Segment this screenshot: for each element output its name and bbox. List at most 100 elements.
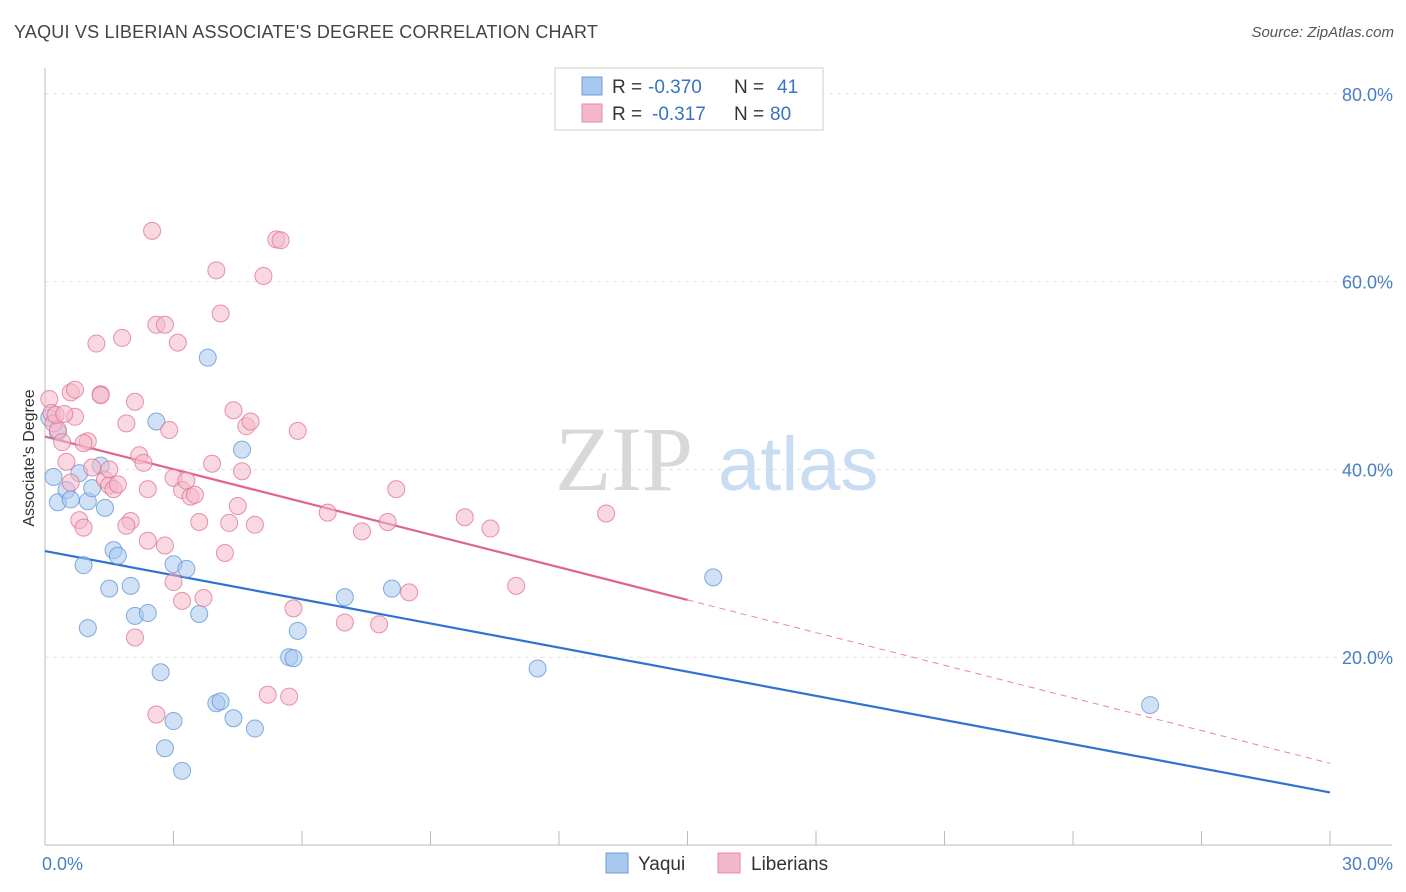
point-liberians — [168, 333, 187, 352]
point-liberians — [108, 475, 127, 494]
point-liberians — [117, 516, 136, 535]
point-liberians — [100, 460, 119, 479]
point-yaqui — [190, 605, 209, 623]
point-liberians — [284, 599, 303, 618]
y-tick-label: 80.0% — [1342, 85, 1393, 105]
point-liberians — [245, 515, 264, 534]
point-yaqui — [335, 588, 354, 607]
y-tick-labels: 20.0% 40.0% 60.0% 80.0% — [1342, 85, 1393, 668]
trend-line-liberians-extension — [687, 599, 1331, 764]
point-liberians — [233, 462, 252, 481]
point-yaqui — [177, 559, 196, 578]
point-liberians — [87, 334, 106, 353]
point-yaqui — [528, 659, 547, 678]
point-liberians — [194, 589, 213, 608]
point-liberians — [507, 576, 526, 595]
point-liberians — [215, 543, 234, 562]
point-yaqui — [288, 621, 307, 640]
point-yaqui — [211, 692, 230, 711]
legend-bottom-label-liberians: Liberians — [751, 854, 828, 875]
point-liberians — [125, 392, 144, 411]
point-liberians — [61, 473, 80, 492]
point-liberians — [455, 508, 474, 527]
data-points — [40, 221, 1160, 780]
point-yaqui — [78, 619, 97, 638]
legend-r-value-yaqui: -0.370 — [648, 77, 702, 98]
watermark-zip: ZIP — [555, 408, 693, 510]
y-axis-label: Associate's Degree — [21, 389, 38, 526]
point-liberians — [57, 452, 76, 471]
legend-bottom-swatch-yaqui — [605, 852, 629, 874]
point-liberians — [318, 503, 337, 522]
point-liberians — [53, 433, 72, 452]
chart-title: YAQUI VS LIBERIAN ASSOCIATE'S DEGREE COR… — [14, 22, 599, 42]
watermark: ZIP atlas — [555, 408, 879, 510]
point-liberians — [55, 404, 74, 423]
point-yaqui — [245, 719, 264, 738]
point-liberians — [258, 685, 277, 704]
x-tick-label: 30.0% — [1342, 854, 1393, 874]
point-liberians — [400, 583, 419, 602]
point-liberians — [91, 386, 110, 405]
point-liberians — [203, 454, 222, 473]
point-yaqui — [224, 709, 243, 728]
point-yaqui — [151, 663, 170, 682]
point-yaqui — [121, 576, 140, 595]
point-liberians — [173, 591, 192, 610]
point-liberians — [228, 497, 247, 516]
point-yaqui — [173, 761, 192, 780]
point-liberians — [254, 266, 273, 285]
point-liberians — [378, 512, 397, 531]
legend-bottom-swatch-liberians — [717, 852, 741, 874]
point-liberians — [138, 480, 157, 499]
legend-r-value-liberians: -0.317 — [652, 104, 706, 125]
point-liberians — [271, 231, 290, 250]
point-liberians — [185, 485, 204, 504]
legend-bottom-label-yaqui: Yaqui — [638, 854, 685, 875]
axes — [44, 68, 1392, 846]
point-liberians — [335, 613, 354, 632]
point-liberians — [147, 705, 166, 724]
legend-swatch-yaqui — [581, 76, 603, 96]
legend-swatch-liberians — [581, 103, 603, 123]
point-liberians — [220, 513, 239, 532]
point-yaqui — [100, 579, 119, 598]
point-liberians — [288, 421, 307, 440]
point-liberians — [155, 315, 174, 334]
point-liberians — [155, 536, 174, 555]
point-yaqui — [155, 739, 174, 758]
point-liberians — [352, 522, 371, 541]
point-liberians — [224, 401, 243, 420]
legend-bottom: Yaqui Liberians — [605, 852, 828, 875]
legend-n-value-liberians: 80 — [770, 104, 791, 125]
point-yaqui — [233, 440, 252, 459]
point-liberians — [211, 304, 230, 323]
point-liberians — [280, 687, 299, 706]
x-tick-labels: 0.0% 30.0% — [42, 854, 1393, 874]
point-liberians — [387, 480, 406, 499]
trend-line-yaqui — [44, 550, 1331, 794]
point-liberians — [207, 261, 226, 280]
point-liberians — [370, 615, 389, 634]
point-liberians — [74, 434, 93, 453]
point-yaqui — [95, 498, 114, 517]
point-yaqui — [198, 348, 217, 367]
legend-r-label-yaqui: R = — [612, 77, 642, 98]
point-liberians — [160, 420, 179, 439]
point-liberians — [125, 628, 144, 647]
point-yaqui — [147, 412, 166, 431]
point-liberians — [143, 221, 162, 240]
point-liberians — [190, 512, 209, 531]
point-yaqui — [704, 568, 723, 587]
point-yaqui — [83, 479, 102, 498]
legend-n-value-yaqui: 41 — [777, 77, 798, 98]
legend-n-label-yaqui: N = — [734, 77, 764, 98]
point-liberians — [597, 504, 616, 523]
y-tick-label: 40.0% — [1342, 460, 1393, 480]
point-yaqui — [44, 467, 63, 486]
legend-n-label-liberians: N = — [734, 104, 764, 125]
point-liberians — [113, 328, 132, 347]
point-yaqui — [382, 579, 401, 598]
y-tick-label: 60.0% — [1342, 273, 1393, 293]
